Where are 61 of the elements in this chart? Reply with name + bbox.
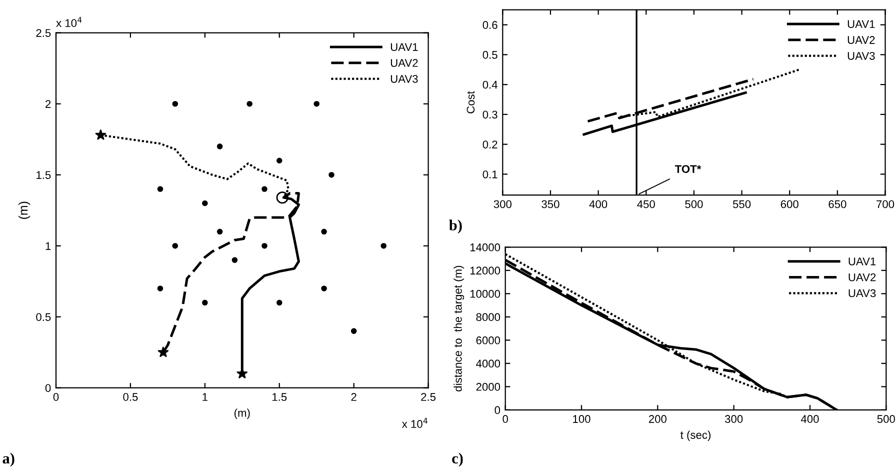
legend-label: UAV1	[848, 258, 876, 266]
x-tick-label: 650	[828, 200, 846, 208]
text: x 10$^{4}$	[402, 418, 428, 428]
y-tick-label: 0.3	[482, 110, 498, 119]
y-tick-label: 6000	[476, 336, 500, 344]
y-tick-label: 0.5	[36, 313, 51, 321]
y-tick-label: 0.5	[482, 50, 498, 59]
x-tick-label: 350	[542, 200, 560, 208]
x-axis-title: t (sec)	[680, 430, 710, 442]
x-axis-title: (m)	[234, 408, 250, 419]
x-tick-label: 1	[202, 393, 208, 401]
y-tick-label: 10000	[470, 290, 500, 298]
ref-line-label: TOT*	[674, 165, 702, 173]
y-tick-label: 2	[46, 100, 51, 108]
y-tick-label: 2.5	[36, 29, 51, 37]
y-tick-label: 4000	[476, 360, 500, 368]
y-axis-title: Cost	[466, 91, 475, 114]
y-tick-label: 0.2	[482, 140, 498, 148]
x-tick-label: 400	[589, 200, 608, 208]
x-tick-label: 500	[685, 200, 703, 208]
legend-label: UAV3	[848, 289, 876, 298]
x-tick-label: 1.5	[272, 393, 287, 401]
x-tick-label: 2	[351, 393, 356, 401]
y-tick-label: 0	[494, 406, 500, 414]
legend-label: UAV2	[848, 36, 875, 44]
text: b)	[449, 220, 462, 234]
x-tick-label: 700	[876, 200, 894, 208]
y-axis-title: (m)	[18, 202, 30, 219]
x-tick-label: 200	[648, 415, 666, 423]
y-tick-label: 1.5	[36, 171, 51, 179]
y-tick-label: 0	[45, 384, 51, 392]
y-axis-title: distance to the target (m)	[454, 266, 464, 392]
legend-label: UAV3	[848, 52, 875, 60]
legend-label: UAV1	[848, 20, 875, 28]
x-tick-label: 550	[732, 200, 751, 208]
x-tick-label: 0	[502, 415, 508, 423]
y-tick-label: 0.1	[482, 170, 498, 178]
x-tick-label: 300	[724, 415, 743, 423]
y-tick-label: 2000	[476, 382, 500, 391]
x-tick-label: 600	[780, 200, 798, 208]
y-tick-label: 14000	[470, 243, 500, 252]
x-tick-label: 400	[800, 415, 819, 423]
x-tick-label: 300	[494, 200, 512, 208]
text: a)	[2, 452, 14, 467]
legend-label: UAV2	[848, 273, 876, 282]
x-tick-label: 100	[573, 415, 590, 423]
legend-label: UAV1	[390, 43, 418, 51]
x-tick-label: 0	[53, 393, 59, 401]
y-tick-label: 0.6	[482, 21, 498, 29]
legend-label: UAV2	[390, 59, 418, 67]
x-tick-label: 500	[877, 415, 895, 423]
legend-label: UAV3	[390, 74, 418, 83]
text: x 10$^{4}$	[56, 16, 82, 28]
y-tick-label: 1	[46, 242, 51, 250]
text: c)	[452, 452, 463, 467]
x-tick-label: 0.5	[123, 393, 138, 401]
y-tick-label: 12000	[470, 266, 500, 275]
y-tick-label: 0.4	[482, 80, 498, 89]
x-tick-label: 2.5	[421, 393, 436, 401]
y-tick-label: 8000	[476, 313, 500, 322]
x-tick-label: 450	[637, 200, 655, 208]
